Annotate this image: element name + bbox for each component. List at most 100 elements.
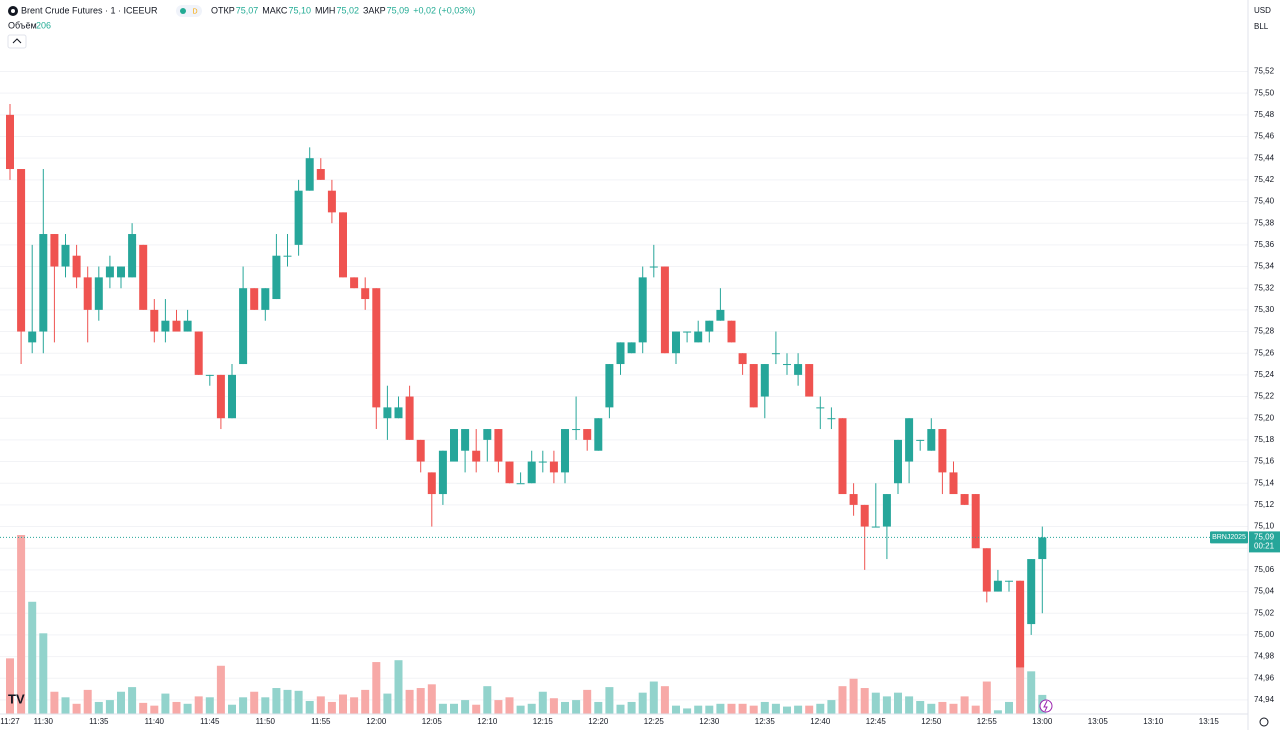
volume-bar: [216, 665, 225, 714]
candle-body: [805, 364, 814, 397]
unit[interactable]: BLL: [1254, 22, 1269, 31]
x-tick-label: 12:50: [921, 717, 942, 726]
candle-body: [350, 277, 359, 289]
volume-bar: [927, 703, 936, 714]
y-tick-label: 75,38: [1254, 218, 1275, 227]
volume-bar: [1027, 671, 1036, 714]
volume-bar: [594, 701, 603, 714]
y-tick-label: 75,42: [1254, 175, 1275, 184]
candle-body: [183, 320, 192, 332]
currency[interactable]: USD: [1254, 6, 1271, 15]
countdown: 00:21: [1254, 542, 1275, 551]
volume-bar: [860, 688, 869, 714]
candle-body: [83, 277, 92, 310]
candle-body: [516, 483, 525, 485]
candle-body: [461, 429, 470, 451]
candle-body: [339, 212, 347, 278]
volume-bar: [805, 705, 814, 714]
volume-bar: [6, 658, 14, 714]
candle-body: [538, 461, 547, 463]
candle-body: [683, 331, 692, 333]
volume-bar: [261, 697, 270, 714]
candle-body: [860, 504, 869, 527]
volume-bar: [916, 701, 925, 714]
volume-bar: [738, 703, 747, 714]
x-tick-label: 11:40: [145, 717, 165, 726]
status-pill[interactable]: [176, 5, 202, 17]
x-tick-label: 12:20: [588, 717, 609, 726]
volume-bar: [150, 705, 159, 714]
volume-bar: [627, 701, 636, 714]
volume-bar: [616, 704, 625, 714]
stat-name: ОТКР: [211, 5, 235, 15]
candle-body: [61, 244, 70, 267]
candle-body: [938, 429, 947, 473]
candle-body: [17, 169, 26, 332]
volume-bar: [327, 701, 336, 714]
volume-bar: [605, 687, 614, 714]
y-tick-label: 75,24: [1254, 370, 1275, 379]
candle-body: [28, 331, 37, 343]
events-icon[interactable]: [1039, 699, 1053, 713]
price-tag: [1249, 531, 1280, 553]
volume-bar: [672, 705, 680, 714]
stat-name: ЗАКР: [363, 5, 386, 15]
candle-body: [405, 396, 414, 440]
stat-value: 75,09: [387, 5, 410, 15]
candle-body: [561, 429, 569, 473]
candle-body: [849, 494, 858, 505]
volume-bar: [749, 705, 758, 714]
x-tick-label: 12:15: [533, 717, 554, 726]
candle-body: [394, 407, 403, 419]
volume-bar: [316, 696, 325, 714]
y-tick-label: 75,10: [1254, 522, 1275, 531]
y-tick-label: 75,28: [1254, 327, 1275, 336]
symbol-title[interactable]: Brent Crude Futures · 1 · ICEEUR: [21, 5, 158, 15]
candle-body: [1027, 559, 1036, 625]
candle-body: [383, 407, 392, 419]
candle-body: [949, 472, 958, 495]
candle-body: [117, 266, 125, 278]
volume-bar: [905, 696, 914, 714]
candle-body: [638, 277, 647, 343]
stat-name: МИН: [315, 5, 335, 15]
volume-bar: [283, 689, 292, 714]
candle-body: [838, 418, 847, 495]
candle-body: [72, 255, 81, 278]
volume-name: Объём: [8, 20, 37, 30]
y-tick-label: 75,18: [1254, 435, 1275, 444]
collapse-button[interactable]: [7, 34, 27, 49]
volume-bar: [83, 689, 92, 714]
volume-bar: [361, 689, 370, 714]
candle-body: [749, 364, 758, 408]
volume-bar: [505, 697, 514, 714]
volume-bar: [239, 697, 248, 714]
candle-body: [427, 472, 436, 495]
stat-value: 75,07: [236, 5, 259, 15]
volume-bar: [405, 689, 414, 714]
y-tick-label: 74,98: [1254, 652, 1275, 661]
candle-body: [616, 342, 625, 365]
volume-bar: [871, 692, 880, 714]
candle-body: [993, 580, 1002, 592]
tv-logo[interactable]: TV: [8, 691, 25, 706]
volume-bar: [228, 704, 236, 714]
x-tick-label: 11:55: [311, 717, 331, 726]
settings-icon[interactable]: [1259, 717, 1269, 727]
x-tick-label: 13:05: [1088, 717, 1109, 726]
candle-body: [672, 331, 680, 354]
y-tick-label: 75,52: [1254, 67, 1275, 76]
x-tick-label: 12:35: [755, 717, 776, 726]
stat-name: МАКС: [262, 5, 288, 15]
volume-bar: [794, 705, 803, 714]
y-tick-label: 75,26: [1254, 348, 1275, 357]
y-tick-label: 75,22: [1254, 392, 1275, 401]
candle-body: [161, 320, 170, 332]
volume-bar: [61, 697, 70, 714]
volume-bar: [483, 686, 492, 714]
y-tick-label: 75,36: [1254, 240, 1275, 249]
candle-body: [505, 461, 514, 484]
y-tick-label: 75,32: [1254, 283, 1275, 292]
candle-body: [982, 548, 991, 592]
volume-bar: [583, 689, 592, 714]
